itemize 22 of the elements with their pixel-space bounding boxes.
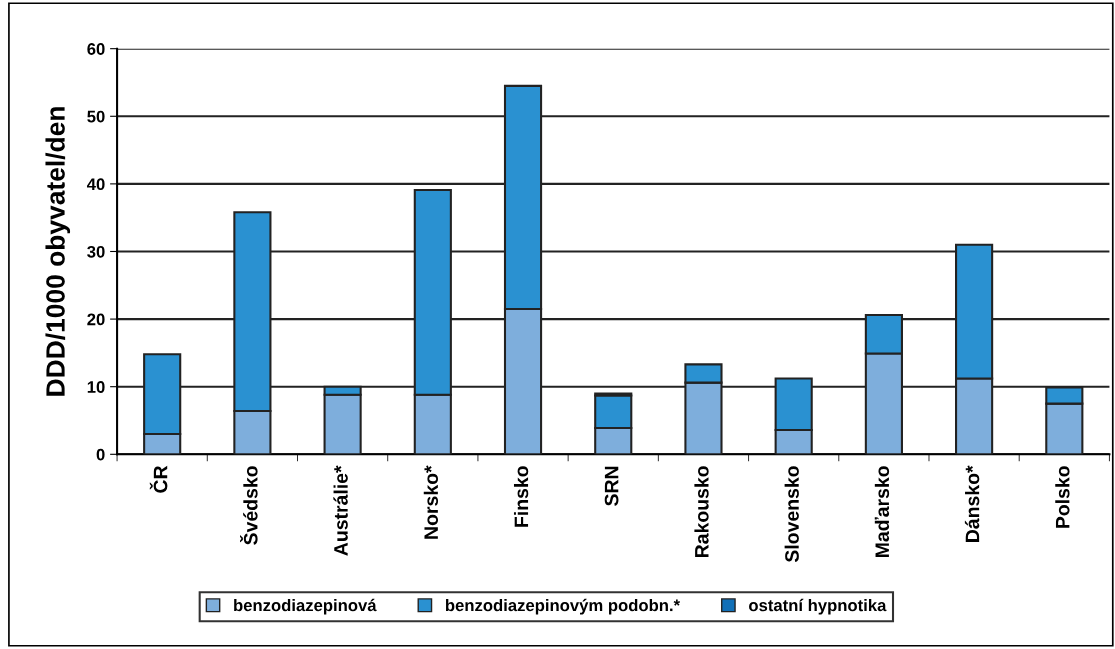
y-tick-label: 10: [87, 381, 105, 393]
x-tick-label: Rakousko: [694, 466, 709, 558]
x-tick-label: Dánsko*: [964, 465, 980, 542]
y-tick-label: 50: [87, 110, 105, 123]
x-tick-label: ČR: [149, 465, 168, 493]
legend-label: benzodiazepinovým podobn.*: [445, 598, 681, 615]
y-tick-label: 30: [87, 245, 105, 258]
x-tick-label: Finsko: [513, 466, 529, 527]
y-axis-title: DDD/1000 obyvatel/den: [45, 107, 71, 396]
y-tick-label: 40: [86, 178, 105, 191]
y-tick-label: 0: [96, 448, 105, 461]
x-tick-label: Slovensko: [784, 466, 799, 563]
y-tick-label: 20: [87, 313, 105, 326]
x-tick-label: SRN: [604, 466, 619, 506]
x-tick-label: Polsko: [1055, 466, 1070, 528]
y-tick-label: 60: [87, 43, 105, 55]
legend-label: benzodiazepinová: [234, 598, 377, 615]
x-tick-label: Maďarsko: [874, 466, 890, 557]
legend-label: ostatní hypnotika: [749, 598, 887, 615]
x-tick-label: Švédsko: [240, 466, 258, 545]
x-tick-label: Austrálie*: [333, 465, 348, 556]
x-tick-label: Norsko*: [423, 465, 439, 539]
